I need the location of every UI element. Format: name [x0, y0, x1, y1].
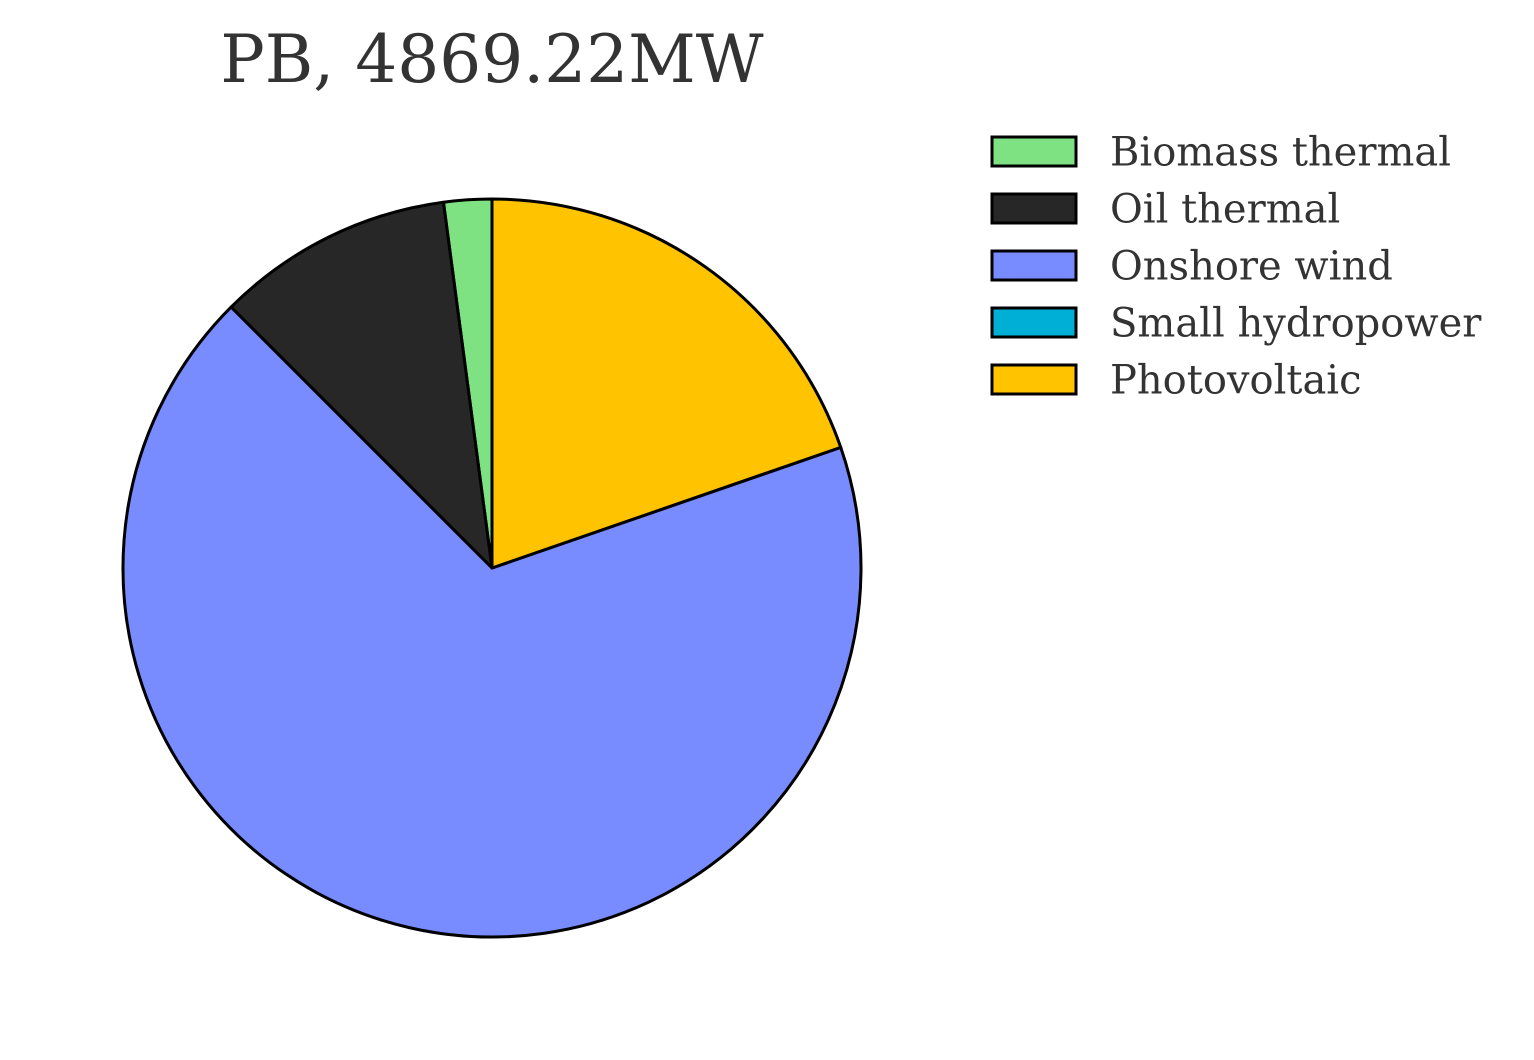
legend-swatch-biomass-thermal — [990, 135, 1078, 168]
legend: Biomass thermal Oil thermal Onshore wind Sm… — [990, 130, 1482, 404]
legend-label-photovoltaic: Photovoltaic — [1110, 358, 1362, 404]
legend-label-biomass-thermal: Biomass thermal — [1110, 130, 1451, 176]
legend-item-photovoltaic: Photovoltaic — [990, 358, 1362, 404]
chart-title: PB, 4869.22MW — [220, 21, 763, 98]
pie-slice-onshore-wind — [121, 305, 863, 939]
legend-item-small-hydropower: Small hydropower — [990, 301, 1482, 347]
legend-item-onshore-wind: Onshore wind — [990, 244, 1393, 290]
legend-swatch-oil-thermal — [990, 192, 1078, 225]
legend-swatch-onshore-wind — [990, 249, 1078, 282]
legend-swatch-photovoltaic — [990, 363, 1078, 396]
legend-swatch-small-hydropower — [990, 306, 1078, 339]
legend-item-oil-thermal: Oil thermal — [990, 187, 1340, 233]
legend-label-oil-thermal: Oil thermal — [1110, 187, 1340, 233]
legend-label-onshore-wind: Onshore wind — [1110, 244, 1393, 290]
pie-slice-photovoltaic — [490, 197, 843, 570]
legend-label-small-hydropower: Small hydropower — [1110, 301, 1482, 347]
legend-item-biomass-thermal: Biomass thermal — [990, 130, 1451, 176]
pie-slice-oil-thermal — [229, 200, 494, 570]
pie-slices — [121, 197, 863, 939]
